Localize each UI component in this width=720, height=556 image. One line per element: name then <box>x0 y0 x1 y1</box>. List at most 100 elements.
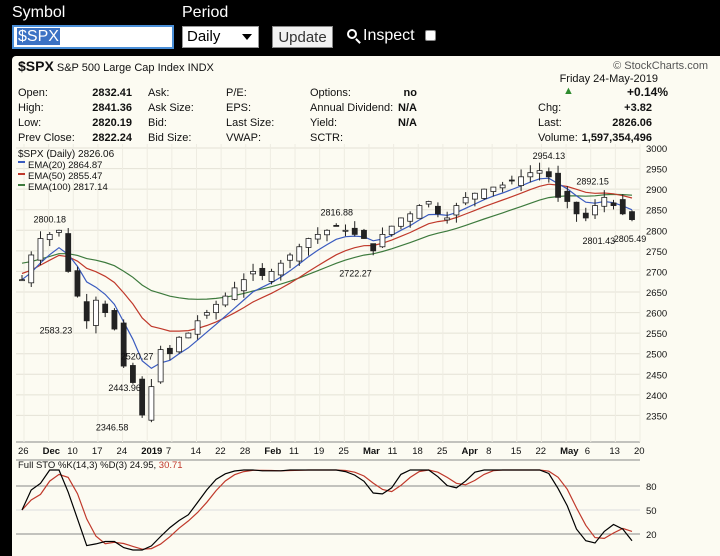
toolbar: Symbol $SPX Period Daily Update Inspect <box>0 0 720 56</box>
candle-body <box>56 229 62 233</box>
x-tick-label: 25 <box>338 446 349 457</box>
candle-body <box>203 312 210 316</box>
quote-label: Last: <box>538 117 562 129</box>
x-tick-label: 20 <box>634 446 645 457</box>
candle-body <box>342 229 349 232</box>
candle-body <box>351 227 358 235</box>
candle-body <box>194 320 201 335</box>
quote-label: Prev Close: <box>18 132 75 144</box>
y-tick-label: 2500 <box>646 350 667 361</box>
update-button[interactable]: Update <box>272 26 333 48</box>
x-tick-label: 24 <box>117 446 128 457</box>
x-tick-label: 22 <box>215 446 226 457</box>
candle-body <box>120 322 127 367</box>
candle-body <box>296 246 303 262</box>
period-value: Daily <box>187 28 221 45</box>
symbol-label: Symbol <box>12 4 66 21</box>
candle-body <box>370 243 377 252</box>
legend-swatch <box>18 161 25 163</box>
candle-body <box>527 172 534 178</box>
y-tick-label: 2550 <box>646 329 667 340</box>
legend-swatch <box>18 173 25 175</box>
candle-body <box>425 201 432 205</box>
quote-label: Annual Dividend: <box>310 102 394 114</box>
candle-body <box>213 303 219 314</box>
price-annotation: 2800.18 <box>33 214 66 224</box>
candle-body <box>19 279 25 282</box>
candle-body <box>610 202 617 207</box>
brand: © StockCharts.com <box>613 60 708 72</box>
candle-body <box>471 192 478 200</box>
legend-ema100: EMA(100) 2817.14 <box>28 182 108 193</box>
candle-body <box>93 299 99 326</box>
quote-value: 2826.06 <box>612 117 652 129</box>
x-tick-label: 17 <box>92 446 103 457</box>
quote-value: N/A <box>398 102 417 114</box>
candle-body <box>28 254 35 284</box>
quote-label: EPS: <box>226 102 252 114</box>
sto-k-line <box>21 469 633 551</box>
x-tick-label: 6 <box>585 446 590 457</box>
x-tick-label: 11 <box>388 446 398 457</box>
quote-value: 2841.36 <box>92 102 132 114</box>
y-tick-label: 2650 <box>646 288 667 299</box>
candle-body <box>388 225 395 235</box>
symbol-input[interactable]: $SPX <box>12 25 174 49</box>
candle-body <box>444 217 451 221</box>
ema100-line <box>21 193 633 300</box>
candle-body <box>462 196 469 204</box>
y-tick-label: 2600 <box>646 309 667 320</box>
inspect-checkbox[interactable] <box>425 30 436 41</box>
candle-body <box>268 271 275 282</box>
candle-body <box>231 287 238 300</box>
price-annotation: 2892.15 <box>576 176 609 186</box>
candle-body <box>592 205 598 216</box>
candle-body <box>518 176 524 187</box>
candle-body <box>582 212 589 219</box>
quote-label: VWAP: <box>226 132 262 144</box>
candle-body <box>564 190 571 202</box>
candle-body <box>277 262 284 276</box>
x-tick-label: Mar <box>363 446 380 457</box>
quote-label: Volume: <box>538 132 578 144</box>
legend-swatch <box>18 184 25 186</box>
candle-body <box>536 170 543 174</box>
y-tick-label: 2350 <box>646 411 667 422</box>
index-name: S&P 500 Large Cap Index <box>56 62 185 74</box>
quote-value: no <box>403 87 417 99</box>
candle-body <box>490 186 497 192</box>
y-tick-label: 2750 <box>646 247 667 258</box>
candle-body <box>74 270 81 297</box>
candle-body <box>601 196 608 207</box>
x-tick-label: 2019 <box>141 446 162 457</box>
candle-body <box>324 229 330 236</box>
candle-body <box>259 267 266 276</box>
quote-label: Ask Size: <box>148 102 194 114</box>
candle-body <box>130 365 136 383</box>
change-pct: +0.14% <box>626 85 668 99</box>
x-tick-label: 15 <box>511 446 522 457</box>
inspect-toggle[interactable]: Inspect <box>347 27 415 45</box>
x-tick-label: 8 <box>486 446 491 457</box>
price-annotation: 2346.58 <box>96 423 129 433</box>
candle-body <box>83 301 90 322</box>
quote-label: Bid: <box>148 117 167 129</box>
price-annotation: 2583.23 <box>40 326 73 336</box>
candle-body <box>629 211 635 220</box>
candle-body <box>240 279 247 292</box>
ema50-line <box>21 183 633 332</box>
quote-value: 2832.41 <box>92 87 132 99</box>
up-arrow-icon: ▲ <box>563 85 574 97</box>
y-tick-label: 2800 <box>646 226 667 237</box>
legend-sto-d-value: 30.71 <box>159 460 183 471</box>
price-chart: 3000295029002850280027502700265026002550… <box>16 144 667 551</box>
period-select[interactable]: Daily <box>182 26 259 48</box>
y-tick-label: 2450 <box>646 370 667 381</box>
quote-value: 2820.19 <box>92 117 132 129</box>
candle-body <box>148 386 155 421</box>
legend-price: $SPX (Daily) 2826.06 <box>18 149 115 160</box>
y-tick-label: 2400 <box>646 391 667 402</box>
quote-label: Yield: <box>310 117 338 129</box>
quote-value: 1,597,354,496 <box>581 132 652 144</box>
candle-body <box>166 347 173 355</box>
